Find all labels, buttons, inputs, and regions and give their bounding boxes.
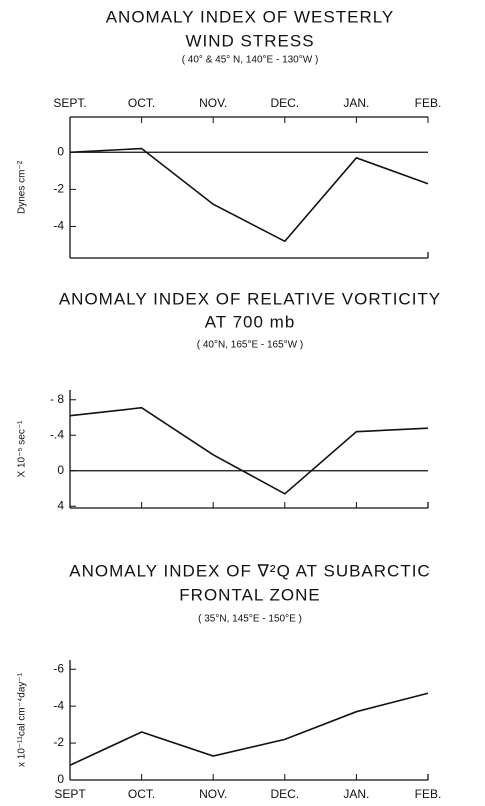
- chart-title: WIND STRESS: [185, 31, 314, 50]
- y-tick-label: 4: [57, 498, 64, 512]
- x-tick-label: JAN.: [343, 787, 369, 801]
- x-tick-label: DEC.: [270, 96, 299, 110]
- chart-title: FRONTAL ZONE: [179, 585, 320, 604]
- x-tick-label: NOV.: [199, 787, 227, 801]
- data-line: [69, 147, 429, 243]
- x-tick-label: DEC.: [270, 787, 299, 801]
- data-line: [69, 406, 429, 495]
- y-tick-label: -2: [53, 182, 64, 196]
- y-tick-label: -.4: [50, 427, 64, 441]
- y-axis-label: X 10⁻⁵ sec⁻¹: [17, 420, 28, 478]
- y-tick-label: -4: [53, 698, 64, 712]
- x-tick-label: NOV.: [199, 96, 227, 110]
- y-tick-label: -2: [53, 735, 64, 749]
- chart-title: AT 700 mb: [205, 312, 296, 331]
- chart-title: ANOMALY INDEX OF ∇²Q AT SUBARCTIC: [69, 561, 430, 580]
- data-line: [69, 692, 429, 766]
- chart-subtitle: ( 40° & 45° N, 140°E - 130°W ): [182, 55, 319, 66]
- y-tick-label: -6: [53, 661, 64, 675]
- y-axis-label: x 10⁻¹¹cal cm⁻⁴day⁻¹: [17, 672, 28, 767]
- y-axis-label: Dynes cm⁻²: [17, 160, 28, 214]
- x-tick-label: OCT.: [128, 787, 155, 801]
- y-tick-label: - 8: [50, 392, 64, 406]
- chart-subtitle: ( 40°N, 165°E - 165°W ): [197, 340, 303, 351]
- x-tick-label: OCT.: [128, 96, 155, 110]
- y-tick-label: 0: [57, 772, 64, 786]
- y-tick-label: 0: [57, 463, 64, 477]
- chart-title: ANOMALY INDEX OF WESTERLY: [106, 7, 395, 26]
- y-tick-label: 0: [57, 144, 64, 158]
- x-tick-label: SEPT: [54, 787, 86, 801]
- x-tick-label: FEB.: [415, 787, 442, 801]
- chart-subtitle: ( 35°N, 145°E - 150°E ): [198, 614, 302, 625]
- x-tick-label: SEPT.: [53, 96, 86, 110]
- chart-title: ANOMALY INDEX OF RELATIVE VORTICITY: [59, 289, 441, 308]
- y-tick-label: -4: [53, 219, 64, 233]
- x-tick-label: JAN.: [343, 96, 369, 110]
- x-tick-label: FEB.: [415, 96, 442, 110]
